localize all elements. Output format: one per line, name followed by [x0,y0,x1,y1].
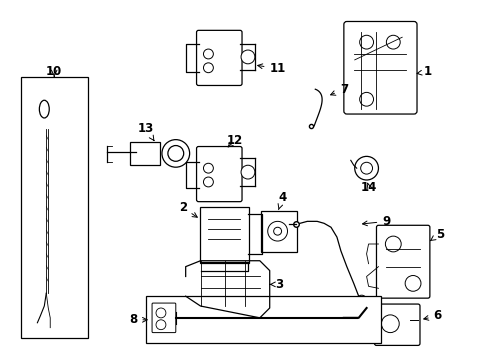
Text: 1: 1 [416,65,431,78]
Text: 7: 7 [330,83,347,96]
FancyBboxPatch shape [130,141,160,165]
Circle shape [241,165,254,179]
FancyBboxPatch shape [374,304,419,345]
FancyBboxPatch shape [196,147,242,202]
Circle shape [360,162,372,174]
Circle shape [162,140,189,167]
Circle shape [356,295,366,305]
Circle shape [386,35,399,49]
Text: 3: 3 [269,278,283,291]
Text: 9: 9 [362,215,390,228]
Circle shape [167,145,183,161]
Text: 13: 13 [138,122,154,141]
FancyBboxPatch shape [376,225,429,298]
FancyBboxPatch shape [260,211,297,252]
Text: 12: 12 [226,134,243,147]
FancyBboxPatch shape [196,30,242,85]
Text: 2: 2 [178,201,197,217]
Text: 11: 11 [257,62,285,75]
FancyBboxPatch shape [199,207,248,263]
Circle shape [203,177,213,187]
Circle shape [359,35,373,49]
Text: 10: 10 [46,65,62,78]
Circle shape [241,50,254,64]
Circle shape [405,275,420,291]
Circle shape [156,308,165,318]
Ellipse shape [39,100,49,118]
Bar [20,77,88,338]
Text: 14: 14 [360,181,376,194]
Circle shape [359,93,373,106]
Circle shape [385,236,400,252]
Circle shape [156,320,165,330]
FancyBboxPatch shape [343,22,416,114]
Circle shape [267,221,287,241]
Text: 6: 6 [423,309,441,322]
Circle shape [273,227,281,235]
Circle shape [203,49,213,59]
FancyBboxPatch shape [152,303,175,333]
Circle shape [381,315,398,333]
Bar [146,296,381,343]
Circle shape [203,63,213,73]
Text: 8: 8 [129,313,147,326]
Circle shape [354,156,378,180]
Text: 5: 5 [429,228,443,240]
Text: 4: 4 [278,191,286,210]
Circle shape [203,163,213,173]
